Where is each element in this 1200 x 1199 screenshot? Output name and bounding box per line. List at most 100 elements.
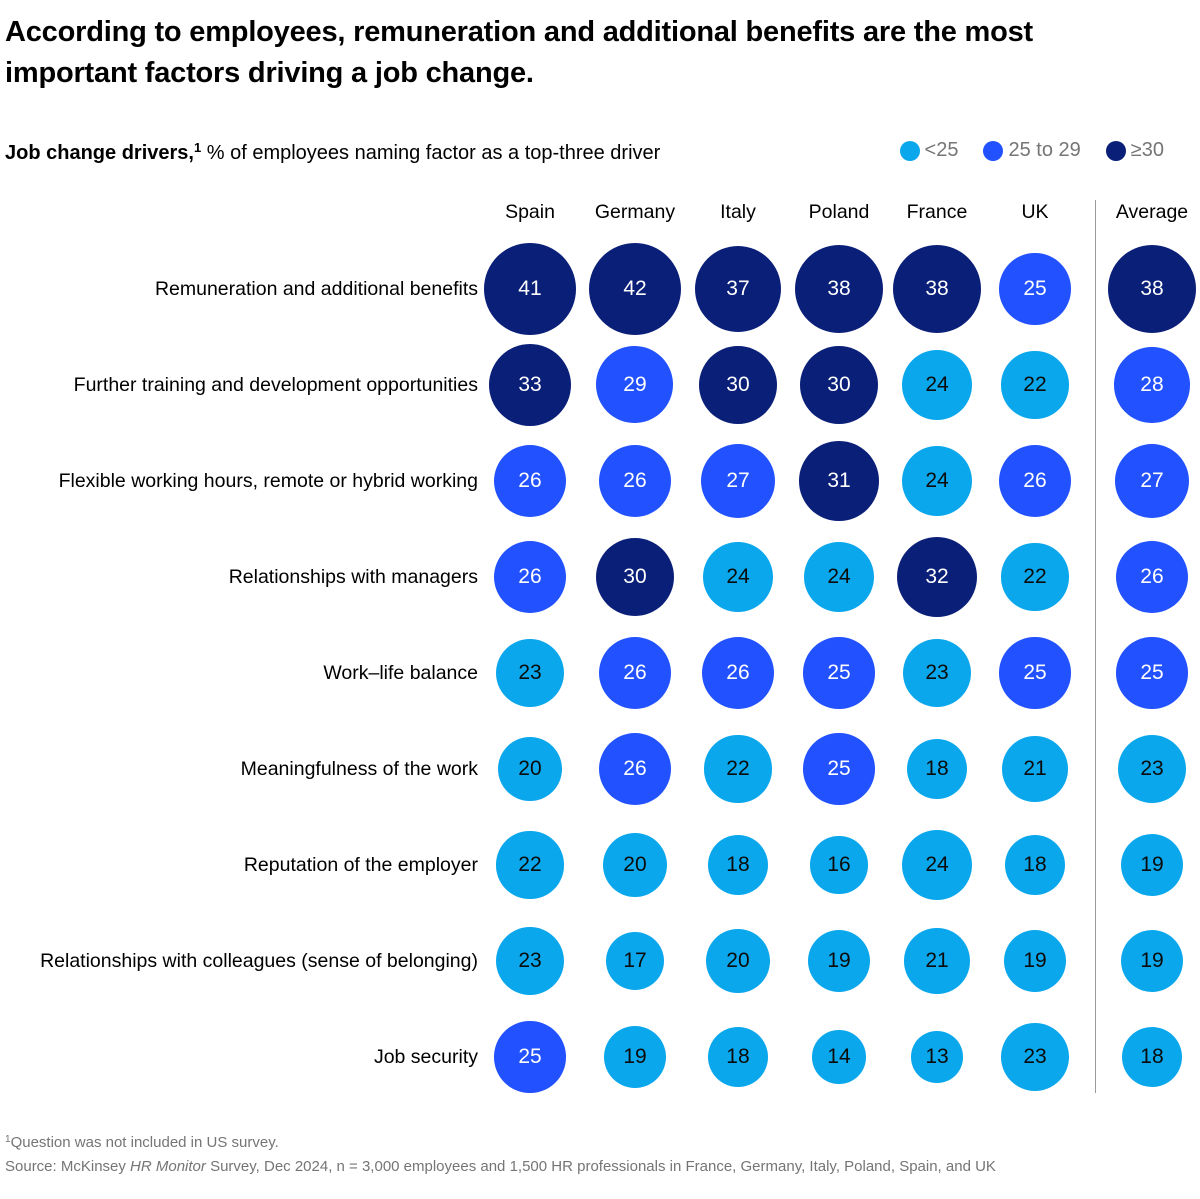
chart-title: According to employees, remuneration and… [5,16,1033,89]
bubble-spain-row7: 22 [496,831,564,899]
bubble-average-row1: 38 [1107,244,1197,334]
bubble-germany-row5: 26 [598,636,672,710]
bubble-germany-row6: 26 [598,732,672,806]
source-italic: HR Monitor [130,1158,206,1175]
legend-label: <25 [924,139,959,161]
source-line: Source: McKinsey HR Monitor Survey, Dec … [5,1156,996,1178]
subtitle-footnote-marker: 1 [193,140,202,155]
row-label: Work–life balance [323,662,478,684]
bubble-average-row9: 18 [1121,1026,1183,1088]
column-header-poland: Poland [808,201,870,223]
subtitle-bold: Job change drivers, [5,142,194,164]
bubble-italy-row8: 20 [706,929,770,993]
subtitle-rest: % of employees naming factor as a top-th… [201,142,661,164]
bubble-average-row5: 25 [1116,637,1188,709]
bubble-germany-row1: 42 [588,242,682,336]
column-header-germany: Germany [594,201,676,223]
bubble-uk-row4: 22 [1001,543,1069,611]
chart-subtitle: Job change drivers,1 % of employees nami… [5,140,661,165]
bubble-uk-row1: 25 [999,253,1071,325]
bubble-average-row6: 23 [1117,734,1187,804]
footnote-line: 1Question was not included in US survey. [5,1132,996,1156]
average-divider-line [1095,200,1096,1093]
bubble-italy-row5: 26 [701,636,775,710]
bubble-italy-row4: 24 [702,541,774,613]
legend-item-2: ≥30 [1105,139,1164,162]
bubble-uk-row8: 19 [1003,929,1067,993]
bubble-germany-row8: 17 [605,931,665,991]
bubble-italy-row9: 18 [707,1026,769,1088]
source-suffix: Survey, Dec 2024, n = 3,000 employees an… [205,1158,996,1175]
bubble-spain-row8: 23 [495,926,565,996]
bubble-uk-row2: 22 [1001,351,1069,419]
bubble-poland-row1: 38 [794,244,884,334]
bubble-germany-row7: 20 [603,833,667,897]
row-label: Flexible working hours, remote or hybrid… [58,470,478,492]
bubble-spain-row9: 25 [494,1021,566,1093]
row-label: Relationships with managers [228,566,478,588]
bubble-france-row9: 13 [911,1031,963,1083]
row-label: Reputation of the employer [243,854,478,876]
bubble-italy-row1: 37 [694,245,782,333]
bubble-france-row6: 18 [906,738,968,800]
column-header-spain: Spain [505,201,555,223]
bubble-germany-row4: 30 [595,537,675,617]
bubble-france-row3: 24 [901,445,973,517]
column-header-uk: UK [1021,201,1049,223]
row-label: Job security [373,1046,478,1068]
legend-label: 25 to 29 [1008,139,1081,161]
column-header-italy: Italy [720,201,756,223]
bubble-poland-row9: 14 [812,1030,866,1084]
source-prefix: Source: McKinsey [5,1158,131,1175]
bubble-spain-row1: 41 [484,243,576,335]
legend: <25 25 to 29 ≥30 [899,139,1164,162]
bubble-spain-row2: 33 [488,343,572,427]
bubble-germany-row9: 19 [603,1025,667,1089]
bubble-italy-row2: 30 [698,345,778,425]
bubble-france-row5: 23 [902,638,972,708]
bubble-italy-row3: 27 [700,443,776,519]
column-header-france: France [906,201,968,223]
row-label: Further training and development opportu… [73,374,478,396]
bubble-germany-row3: 26 [598,444,672,518]
footnotes: 1Question was not included in US survey.… [5,1132,996,1178]
bubble-france-row8: 21 [904,928,970,994]
footnote-marker: 1 [5,1134,11,1145]
bubble-poland-row8: 19 [807,929,871,993]
bubble-poland-row5: 25 [803,637,875,709]
bubble-average-row8: 19 [1120,929,1184,993]
legend-label: ≥30 [1130,139,1164,161]
bubble-average-row2: 28 [1114,347,1190,423]
bubble-france-row7: 24 [901,829,973,901]
bubble-spain-row6: 20 [498,737,562,801]
bubble-uk-row5: 25 [999,637,1071,709]
bubble-germany-row2: 29 [596,346,674,424]
column-header-average: Average [1115,201,1189,223]
bubble-uk-row6: 21 [1002,736,1068,802]
legend-dot-icon [899,140,920,161]
bubble-france-row2: 24 [901,349,973,421]
bubble-italy-row7: 18 [707,834,769,896]
legend-dot-icon [983,140,1004,161]
bubble-poland-row3: 31 [799,441,879,521]
bubble-poland-row6: 25 [803,733,875,805]
row-label: Remuneration and additional benefits [154,278,478,300]
bubble-poland-row4: 24 [803,541,875,613]
bubble-spain-row4: 26 [493,540,567,614]
bubble-spain-row3: 26 [493,444,567,518]
bubble-poland-row2: 30 [799,345,879,425]
row-label: Relationships with colleagues (sense of … [40,950,478,972]
bubble-average-row3: 27 [1114,443,1190,519]
footnote-text: Question was not included in US survey. [10,1134,279,1151]
bubble-uk-row7: 18 [1004,834,1066,896]
bubble-spain-row5: 23 [495,638,565,708]
bubble-france-row1: 38 [892,244,982,334]
bubble-italy-row6: 22 [704,735,772,803]
bubble-average-row4: 26 [1115,540,1189,614]
bubble-average-row7: 19 [1120,833,1184,897]
bubble-poland-row7: 16 [810,836,868,894]
bubble-uk-row3: 26 [998,444,1072,518]
legend-item-1: 25 to 29 [983,139,1081,162]
